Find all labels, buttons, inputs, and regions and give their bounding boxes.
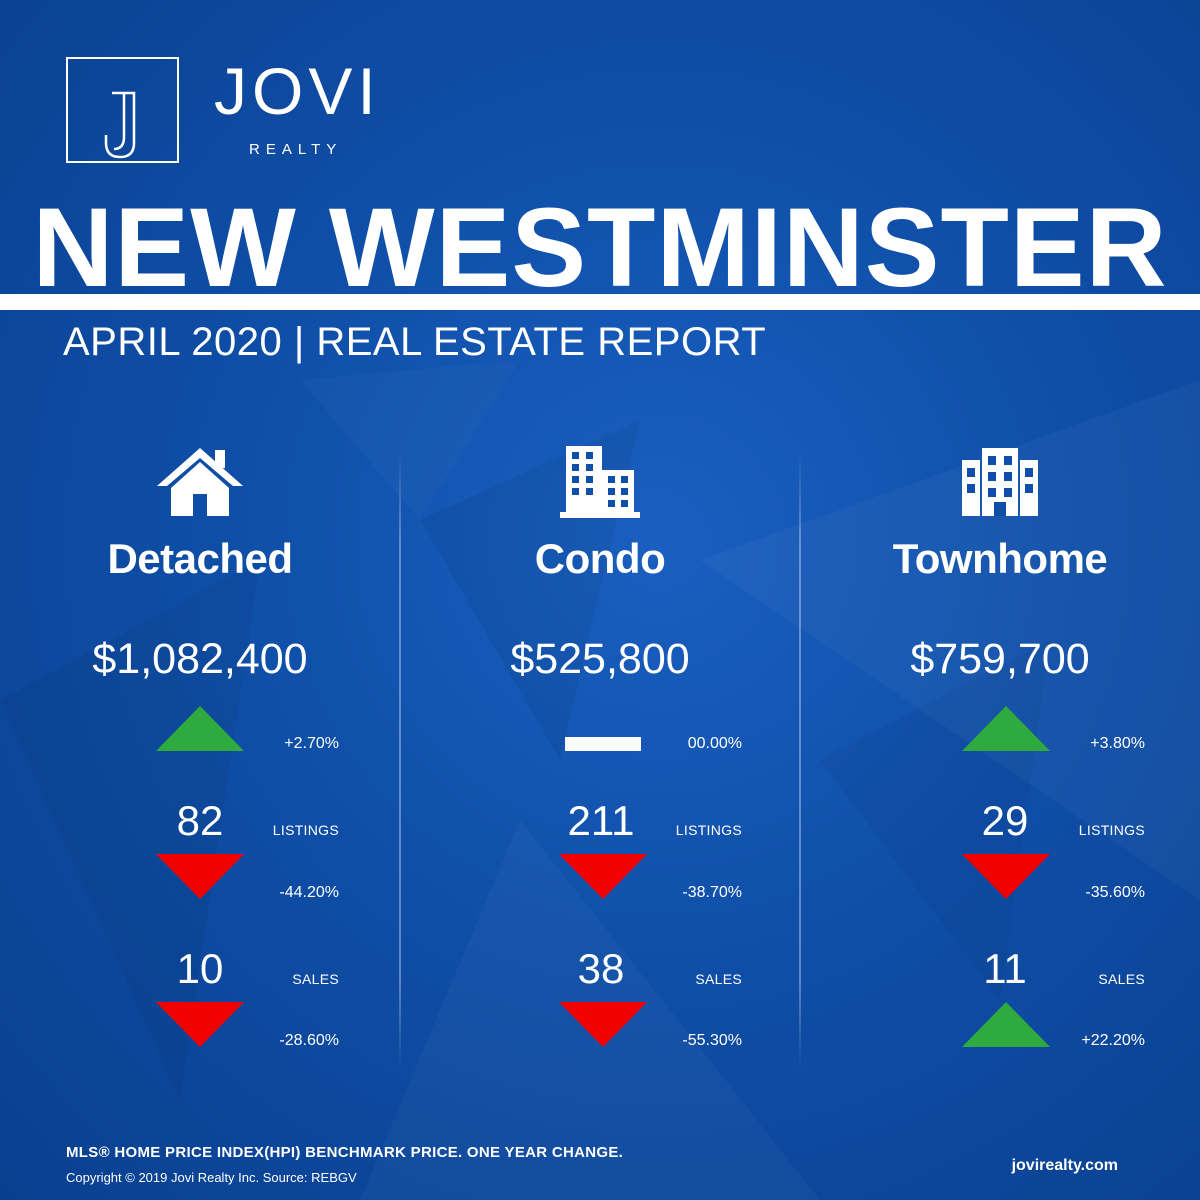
price-up-triangle-icon	[156, 706, 244, 751]
price-change: 00.00%	[687, 735, 742, 752]
listings-count: 82	[176, 797, 224, 844]
price-change: +2.70%	[284, 735, 339, 752]
benchmark-price: $1,082,400	[92, 635, 308, 683]
listings-down-triangle-icon	[156, 854, 244, 899]
sales-count: 38	[577, 945, 625, 992]
listings-down-triangle-icon	[962, 854, 1050, 899]
column-detached: Detached $1,082,400 +2.70% 82 LISTINGS -…	[0, 0, 400, 1200]
page-title: NEW WESTMINSTER	[32, 185, 1168, 310]
listings-label: LISTINGS	[1078, 822, 1145, 838]
sales-down-triangle-icon	[156, 1002, 244, 1047]
column-townhome: Townhome $759,700 +3.80% 29 LISTINGS -35…	[800, 0, 1200, 1200]
brand-subtitle: REALTY	[249, 141, 343, 158]
report-subtitle: APRIL 2020 | REAL ESTATE REPORT	[63, 320, 767, 364]
sales-count: 11	[983, 945, 1027, 992]
column-title: Detached	[107, 535, 293, 582]
townhome-building-icon	[800, 444, 1200, 518]
sales-label: SALES	[1098, 971, 1145, 987]
condo-building-icon	[400, 444, 800, 518]
sales-label: SALES	[695, 971, 742, 987]
benchmark-price: $759,700	[910, 635, 1090, 683]
column-title: Condo	[534, 535, 666, 582]
price-change: +3.80%	[1090, 735, 1145, 752]
price-up-triangle-icon	[962, 706, 1050, 751]
listings-change: -38.70%	[682, 884, 742, 901]
footer-copyright: Copyright © 2019 Jovi Realty Inc. Source…	[66, 1170, 357, 1185]
listings-count: 29	[981, 797, 1029, 844]
benchmark-price: $525,800	[510, 635, 690, 683]
column-divider	[799, 452, 801, 1072]
sales-change: -55.30%	[682, 1032, 742, 1049]
house-icon	[0, 444, 400, 518]
listings-label: LISTINGS	[675, 822, 742, 838]
sales-label: SALES	[292, 971, 339, 987]
sales-up-triangle-icon	[962, 1002, 1050, 1047]
title-underline	[0, 294, 1200, 310]
footer-note: MLS® HOME PRICE INDEX(HPI) BENCHMARK PRI…	[66, 1144, 624, 1161]
column-divider	[399, 452, 401, 1072]
column-title: Townhome	[892, 535, 1108, 582]
listings-change: -35.60%	[1085, 884, 1145, 901]
sales-count: 10	[176, 945, 224, 992]
listings-change: -44.20%	[279, 884, 339, 901]
listings-down-triangle-icon	[559, 854, 647, 899]
listings-count: 211	[567, 797, 635, 844]
logo-mark	[66, 57, 179, 163]
sales-down-triangle-icon	[559, 1002, 647, 1047]
price-flat-bar-icon	[565, 737, 641, 751]
sales-change: -28.60%	[279, 1032, 339, 1049]
brand-name: JOVI	[214, 54, 381, 128]
listings-label: LISTINGS	[272, 822, 339, 838]
column-condo: Condo $525,800 00.00% 211 LISTINGS -38.7…	[400, 0, 800, 1200]
website-link[interactable]: jovirealty.com	[1011, 1157, 1118, 1174]
sales-change: +22.20%	[1081, 1032, 1145, 1049]
